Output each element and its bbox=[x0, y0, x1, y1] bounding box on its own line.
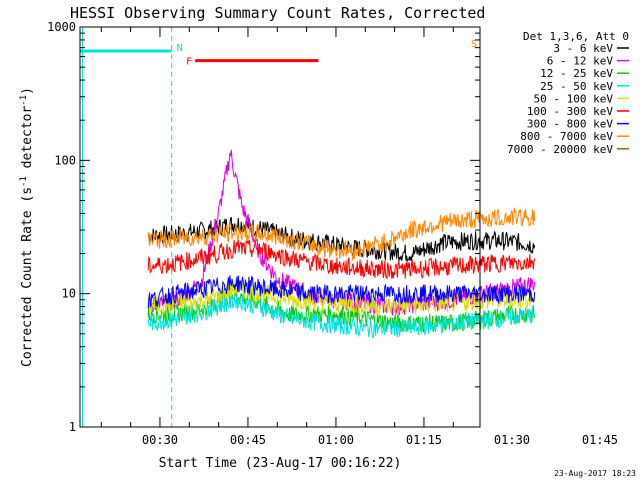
series-lines bbox=[147, 149, 536, 339]
legend-entry-label: 6 - 12 keV bbox=[547, 55, 614, 68]
flag-label: S bbox=[471, 39, 477, 50]
x-axis-label: Start Time (23-Aug-17 00:16:22) bbox=[159, 456, 402, 471]
y-axis-label-part: Corrected Count Rate (s bbox=[20, 187, 35, 367]
y-axis: 1 10 100 1000 bbox=[47, 20, 480, 434]
legend-entry-label: 12 - 25 keV bbox=[540, 67, 613, 80]
legend-entry-label: 3 - 6 keV bbox=[553, 42, 613, 55]
y-axis-label-part: detector bbox=[20, 106, 35, 177]
series-line bbox=[147, 216, 536, 263]
flag-label: N bbox=[177, 43, 183, 54]
legend-entry-label: 300 - 800 keV bbox=[527, 118, 613, 131]
legend-header: Det 1,3,6, Att 0 bbox=[523, 30, 629, 43]
legend-entry-label: 25 - 50 keV bbox=[540, 80, 613, 93]
y-tick-label: 1000 bbox=[47, 20, 76, 34]
flag-label: F bbox=[186, 57, 192, 68]
y-axis-label: Corrected Count Rate (s-1 detector-1) bbox=[19, 87, 35, 367]
x-tick-label: 01:30 bbox=[494, 433, 530, 447]
flag-bars: NF S bbox=[80, 39, 477, 68]
plot-frame bbox=[79, 26, 481, 428]
series-line bbox=[147, 275, 536, 309]
x-tick-label: 00:30 bbox=[142, 433, 178, 447]
y-tick-label: 1 bbox=[69, 420, 76, 434]
footer-date: 23-Aug-2017 18:23 bbox=[554, 469, 636, 478]
series-line bbox=[147, 290, 536, 339]
x-tick-label: 01:00 bbox=[318, 433, 354, 447]
y-tick-label: 100 bbox=[54, 153, 76, 167]
y-tick-label: 10 bbox=[62, 287, 76, 301]
series-line bbox=[147, 239, 536, 280]
series-line bbox=[147, 279, 536, 315]
y-axis-label-exponent: -1 bbox=[19, 176, 29, 187]
legend-entry-label: 50 - 100 keV bbox=[534, 92, 614, 105]
x-tick-label: 01:45 bbox=[582, 433, 618, 447]
series-line bbox=[147, 207, 536, 262]
x-tick-label: 00:45 bbox=[230, 433, 266, 447]
y-axis-label-exponent: -1 bbox=[19, 95, 29, 106]
legend-entry-label: 800 - 7000 keV bbox=[520, 130, 613, 143]
x-tick-label: 01:15 bbox=[406, 433, 442, 447]
y-axis-label-part: ) bbox=[20, 87, 35, 95]
chart-title: HESSI Observing Summary Count Rates, Cor… bbox=[70, 4, 485, 22]
legend-entry-label: 7000 - 20000 keV bbox=[507, 143, 613, 156]
legend-entry-label: 100 - 300 keV bbox=[527, 105, 613, 118]
x-axis: 00:30 00:45 01:00 01:15 01:30 01:45 bbox=[100, 27, 618, 447]
